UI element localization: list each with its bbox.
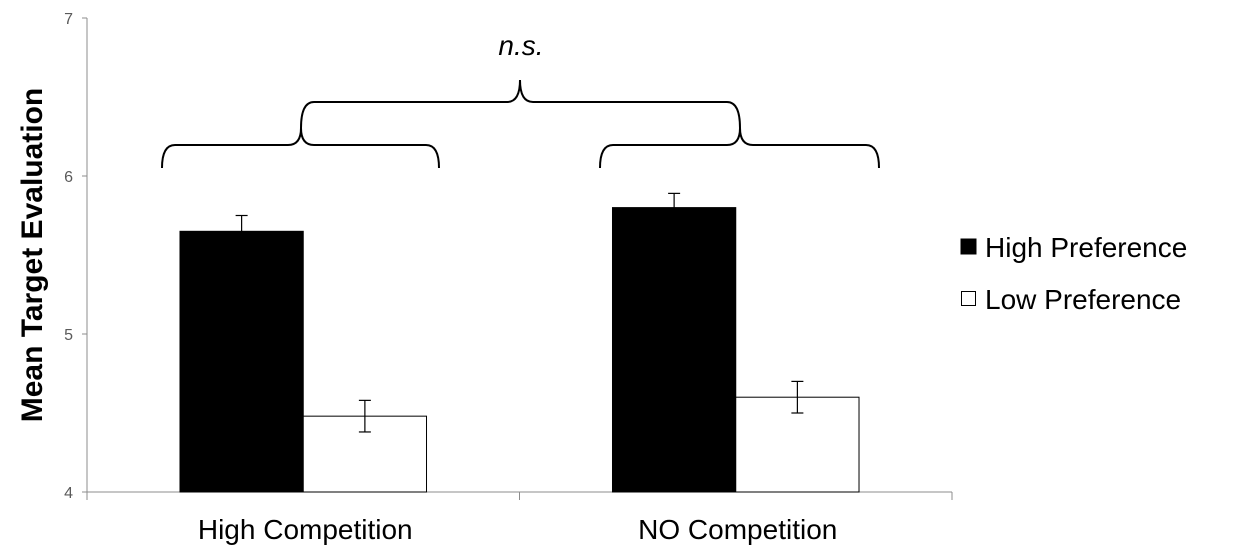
x-category-label: NO Competition [638,514,837,545]
legend-label-high-preference: High Preference [985,232,1187,263]
y-tick-label: 5 [64,327,73,344]
y-tick-label: 6 [64,169,73,186]
legend-swatch-low-preference [961,291,976,306]
x-ticks [86,492,953,500]
error-bar [235,214,248,248]
legend-swatch-high-preference [960,238,977,255]
y-tick-label: 4 [64,485,73,502]
bar-high-preference [611,207,737,493]
error-bar [668,192,681,223]
bracket-high-competition [161,127,440,169]
bars [179,207,860,493]
y-axis-title: Mean Target Evaluation [16,88,49,423]
bar-high-preference [179,230,304,493]
y-tick-label: 7 [64,11,73,28]
bracket-no-competition [599,127,880,169]
error-bar [791,380,804,414]
significance-annotation: n.s. [498,30,543,61]
significance-brackets [161,79,880,169]
category-labels: High Competition NO Competition [198,514,837,545]
legend-label-low-preference: Low Preference [985,284,1181,315]
bracket-top [300,79,741,129]
error-bars [235,192,804,433]
error-bar [358,399,371,433]
legend: High Preference Low Preference [960,232,1187,315]
y-ticks: 4 5 6 7 [64,11,87,502]
x-category-label: High Competition [198,514,413,545]
